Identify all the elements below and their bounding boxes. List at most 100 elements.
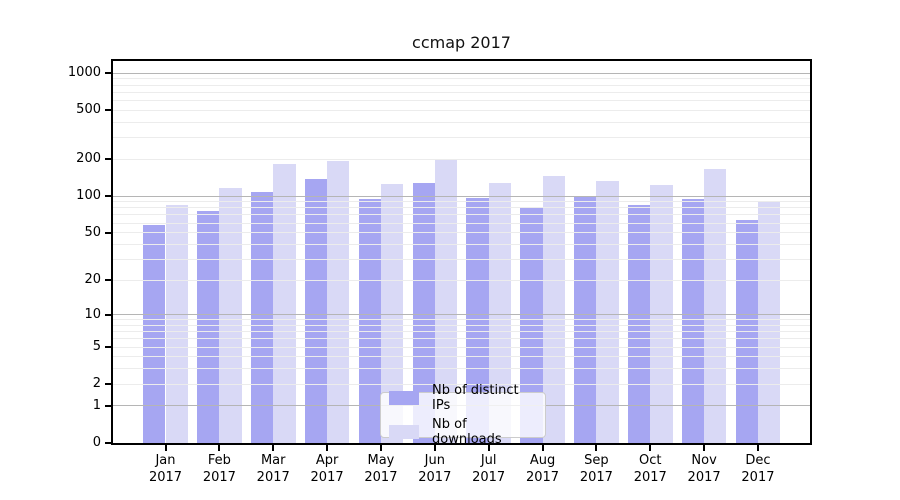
bar-nb-of-downloads-jan	[165, 204, 188, 443]
x-tick	[541, 445, 544, 451]
minor-gridline	[113, 207, 810, 209]
x-tick-label: Jun 2017	[418, 453, 452, 485]
minor-gridline	[113, 331, 810, 333]
minor-gridline	[113, 383, 810, 385]
bar-nb-of-distinct-ips-jun	[412, 182, 435, 443]
legend: Nb of distinct IPs Nb of downloads	[380, 383, 546, 447]
minor-gridline	[113, 356, 810, 358]
bar-nb-of-downloads-apr	[327, 160, 350, 443]
minor-gridline	[113, 137, 810, 139]
minor-gridline	[113, 109, 810, 111]
bar-nb-of-distinct-ips-may	[358, 198, 381, 443]
minor-gridline	[113, 201, 810, 203]
minor-gridline	[113, 84, 810, 86]
minor-gridline	[113, 222, 810, 224]
y-tick-label: 100	[76, 188, 101, 204]
y-tick	[105, 313, 111, 316]
bar-nb-of-distinct-ips-mar	[250, 192, 274, 443]
x-tick-label: Dec 2017	[741, 453, 775, 485]
y-tick	[105, 109, 111, 112]
y-tick-label: 10	[84, 306, 101, 322]
legend-label: Nb of distinct IPs	[432, 383, 519, 413]
x-tick-label: Apr 2017	[310, 453, 344, 485]
gridlines-layer	[113, 61, 810, 443]
legend-swatch-distinct-ips	[389, 391, 419, 405]
minor-gridline	[113, 346, 810, 348]
y-tick-label: 20	[84, 272, 101, 288]
legend-label: Nb of downloads	[432, 417, 502, 447]
minor-gridline	[113, 319, 810, 321]
x-tick	[164, 445, 167, 451]
y-tick-label: 2	[92, 376, 101, 392]
minor-gridline	[113, 158, 810, 160]
minor-gridline	[113, 100, 810, 102]
x-tick-label: Sep 2017	[579, 453, 613, 485]
legend-item-downloads: Nb of downloads	[389, 417, 537, 447]
legend-item-distinct-ips: Nb of distinct IPs	[389, 383, 537, 413]
y-tick-label: 1000	[67, 65, 101, 81]
bar-nb-of-downloads-nov	[704, 168, 727, 443]
y-tick-label: 0	[92, 435, 101, 450]
bar-nb-of-distinct-ips-jan	[143, 224, 166, 443]
y-tick	[105, 383, 111, 386]
bar-nb-of-downloads-may	[380, 183, 404, 443]
minor-gridline	[113, 214, 810, 216]
x-tick	[218, 445, 221, 451]
x-tick-label: Nov 2017	[687, 453, 721, 485]
legend-swatch-downloads	[389, 425, 419, 439]
bar-nb-of-distinct-ips-feb	[197, 211, 220, 443]
bar-nb-of-downloads-oct	[650, 185, 673, 443]
bar-nb-of-downloads-aug	[542, 175, 565, 443]
minor-gridline	[113, 232, 810, 234]
x-tick	[379, 445, 382, 451]
x-tick	[272, 445, 275, 451]
bar-nb-of-downloads-jun	[434, 160, 458, 443]
x-tick	[326, 445, 329, 451]
y-tick-label: 500	[76, 102, 101, 118]
y-tick-label: 1	[92, 397, 101, 413]
minor-gridline	[113, 338, 810, 340]
bar-nb-of-downloads-sep	[596, 180, 619, 443]
bar-nb-of-downloads-mar	[273, 164, 296, 443]
minor-gridline	[113, 368, 810, 370]
x-tick	[756, 445, 759, 451]
y-tick	[105, 158, 111, 161]
major-gridline	[113, 314, 810, 316]
minor-gridline	[113, 78, 810, 80]
minor-gridline	[113, 91, 810, 93]
major-gridline	[113, 195, 810, 197]
x-tick-label: Oct 2017	[633, 453, 667, 485]
y-tick	[105, 442, 111, 444]
major-gridline	[113, 72, 810, 74]
y-tick-label: 50	[84, 224, 101, 240]
y-tick	[105, 72, 111, 75]
x-tick-label: Mar 2017	[256, 453, 290, 485]
x-tick	[595, 445, 598, 451]
minor-gridline	[113, 243, 810, 245]
bar-nb-of-distinct-ips-oct	[627, 204, 651, 443]
minor-gridline	[113, 121, 810, 123]
y-tick	[105, 195, 111, 198]
x-tick-label: Jan 2017	[148, 453, 183, 485]
x-tick-label: May 2017	[364, 453, 398, 485]
y-tick-label: 5	[92, 339, 101, 355]
bar-nb-of-downloads-feb	[219, 187, 242, 443]
minor-gridline	[113, 258, 810, 260]
bar-nb-of-distinct-ips-apr	[304, 178, 328, 443]
bar-nb-of-downloads-jul	[488, 182, 511, 443]
x-tick-label: Jul 2017	[472, 453, 506, 485]
chart-title: ccmap 2017	[412, 33, 511, 52]
y-tick-label: 200	[76, 151, 101, 167]
y-tick	[105, 346, 111, 349]
y-tick	[105, 231, 111, 234]
x-tick	[649, 445, 652, 451]
y-tick	[105, 404, 111, 407]
y-tick	[105, 279, 111, 282]
x-tick-label: Feb 2017	[202, 453, 236, 485]
x-tick	[703, 445, 706, 451]
minor-gridline	[113, 324, 810, 326]
bar-nb-of-downloads-dec	[757, 201, 781, 443]
bar-nb-of-distinct-ips-nov	[681, 198, 705, 443]
minor-gridline	[113, 279, 810, 281]
x-tick-label: Aug 2017	[525, 453, 560, 485]
